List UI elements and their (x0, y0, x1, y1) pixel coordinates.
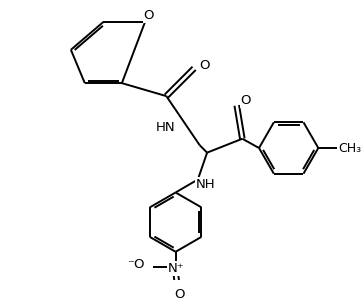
Text: N⁺: N⁺ (167, 262, 184, 275)
Text: O: O (199, 59, 209, 72)
Text: CH₃: CH₃ (339, 142, 362, 154)
Text: NH: NH (195, 178, 215, 190)
Text: ⁻O: ⁻O (127, 258, 145, 271)
Text: O: O (240, 94, 251, 107)
Text: O: O (174, 288, 185, 300)
Text: HN: HN (156, 121, 175, 134)
Text: O: O (143, 9, 154, 22)
